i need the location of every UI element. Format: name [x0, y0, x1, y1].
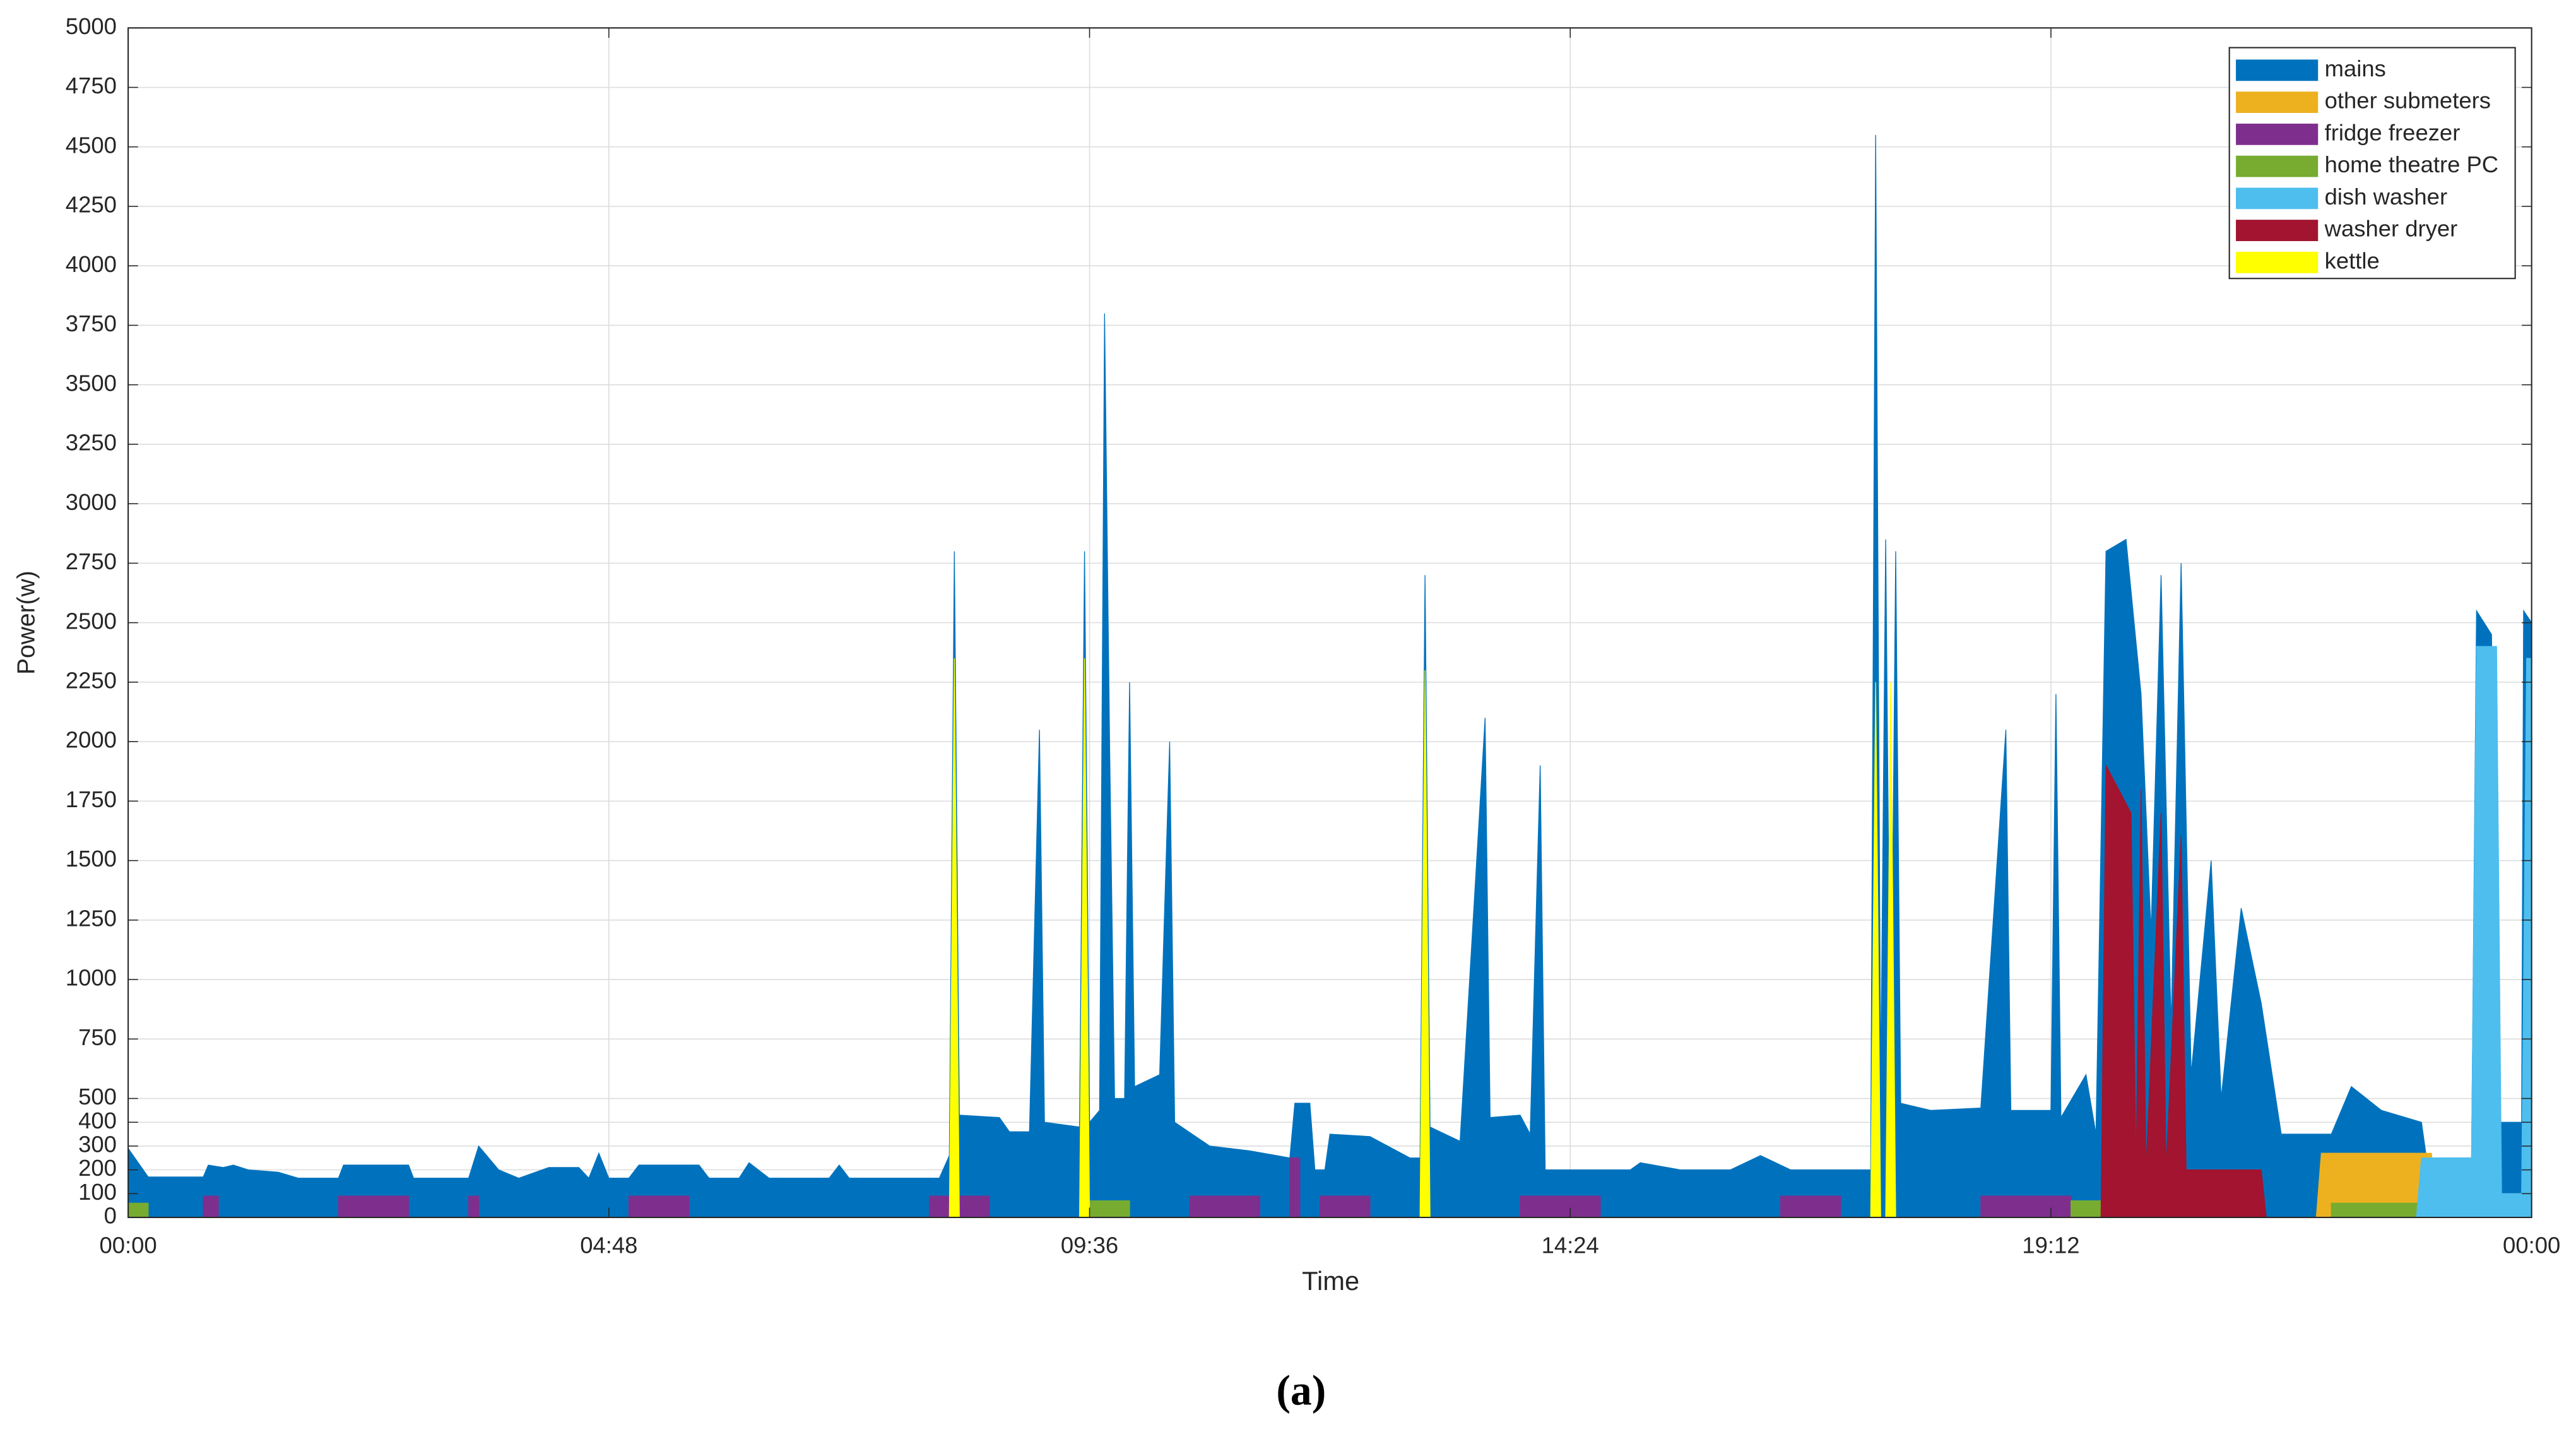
legend: mains other submeters fridge freezer home t…: [2228, 47, 2516, 280]
legend-label: kettle: [2325, 247, 2380, 273]
y-tick-label: 4750: [66, 73, 117, 98]
y-tick-label: 0: [104, 1203, 117, 1229]
y-tick-label: 100: [78, 1179, 117, 1205]
legend-label: washer dryer: [2324, 216, 2458, 242]
legend-label: dish washer: [2325, 184, 2447, 210]
legend-label: home theatre PC: [2325, 151, 2498, 177]
y-tick-label: 1000: [66, 965, 117, 991]
y-tick-label: 400: [78, 1108, 117, 1133]
y-tick-label: 1500: [66, 846, 117, 872]
x-tick-label: 00:00: [100, 1232, 157, 1258]
x-tick-label: 09:36: [1061, 1232, 1118, 1258]
x-tick-label: 14:24: [1542, 1232, 1599, 1258]
legend-label: fridge freezer: [2325, 119, 2461, 145]
y-tick-label: 3000: [66, 489, 117, 515]
legend-swatch: [2236, 220, 2319, 242]
y-tick-label: 200: [78, 1155, 117, 1181]
legend-swatch: [2236, 187, 2319, 210]
y-tick-label: 1750: [66, 786, 117, 812]
y-tick-label: 2500: [66, 608, 117, 634]
y-tick-label: 2000: [66, 727, 117, 753]
area: [2100, 765, 2267, 1218]
legend-swatch: [2236, 123, 2319, 145]
area: [127, 134, 2532, 1218]
x-axis-label: Time: [1302, 1266, 1359, 1296]
y-tick-label: 750: [78, 1024, 117, 1050]
y-tick-label: 500: [78, 1084, 117, 1110]
y-tick-label: 300: [78, 1132, 117, 1157]
legend-label: mains: [2325, 56, 2386, 81]
legend-label: other submeters: [2325, 88, 2491, 114]
y-tick-label: 2750: [66, 548, 117, 574]
axes-box: [127, 27, 2532, 1219]
caption: (a): [1276, 1367, 1326, 1414]
x-tick-label: 00:00: [2503, 1232, 2560, 1258]
legend-swatch: [2236, 59, 2319, 81]
legend-swatch: [2236, 251, 2319, 273]
y-axis-label: Power(w): [13, 571, 40, 675]
y-tick-label: 3750: [66, 311, 117, 336]
legend-swatch: [2236, 92, 2319, 113]
y-tick-label: 4500: [66, 132, 117, 158]
x-tick-label: 19:12: [2022, 1232, 2079, 1258]
y-tick-label: 2250: [66, 667, 117, 693]
y-tick-label: 3250: [66, 430, 117, 456]
legend-swatch: [2236, 155, 2319, 177]
y-tick-label: 4000: [66, 251, 117, 277]
y-tick-label: 4250: [66, 192, 117, 218]
y-tick-label: 3500: [66, 370, 117, 396]
y-tick-label: 1250: [66, 905, 117, 931]
y-tick-label: 5000: [66, 13, 117, 39]
x-tick-label: 04:48: [580, 1232, 637, 1258]
